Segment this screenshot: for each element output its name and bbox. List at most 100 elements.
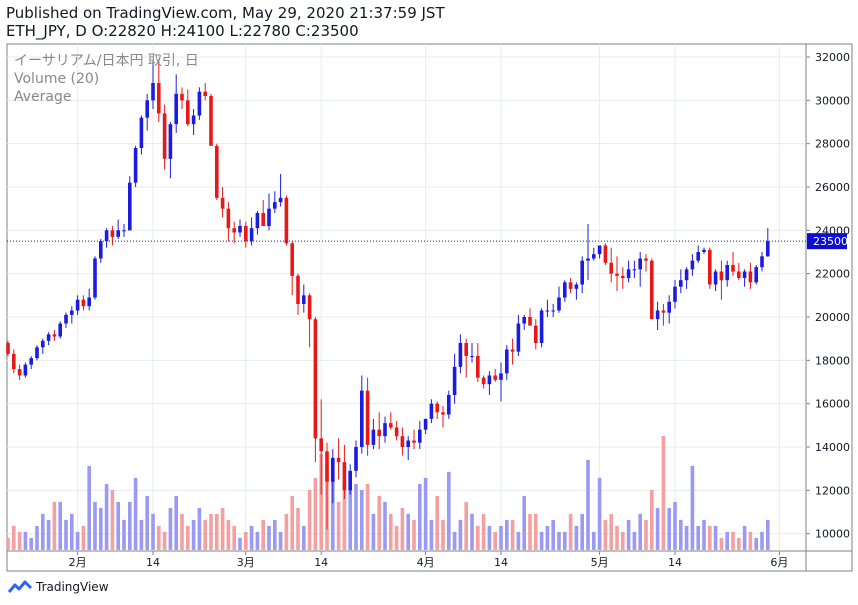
volume-bar [487,525,492,550]
volume-bar [626,519,631,550]
candle-body [122,230,126,232]
candlestick-chart[interactable]: 1000012000140001600018000200002200024000… [0,0,858,578]
volume-bar [296,507,300,550]
volume-bar [667,507,671,550]
volume-bar [12,525,16,550]
volume-bar [679,519,683,550]
volume-bar [638,513,642,550]
price-axis [805,43,853,552]
volume-bar [331,477,335,550]
candle-body [35,347,39,359]
volume-bar [731,531,735,550]
candle-body [342,462,347,491]
candle-body [574,284,579,289]
candle-body [638,258,642,270]
volume-bar [493,531,497,550]
candle-body [400,436,405,447]
x-tick-label: 4月 [417,556,435,569]
candle-body [458,343,463,367]
volume-bar [522,495,526,550]
volume-bar [708,525,712,550]
volume-bar [215,513,219,550]
candle-body [580,260,584,285]
volume-bar [412,519,416,550]
volume-bar [75,531,80,550]
y-tick-label: 16000 [815,398,850,411]
footer-branding[interactable]: TradingView [8,578,109,596]
candle-body [371,429,376,445]
last-price-tag [807,233,847,250]
candle-body [696,252,700,261]
volume-bar [418,483,422,550]
candle-body [522,317,526,324]
volume-bar [168,507,173,550]
volume-bar [505,519,509,550]
candle-body [655,310,660,320]
candle-body [418,429,422,443]
candle-body [597,245,602,255]
volume-bar [110,489,115,550]
volume-bar [603,519,608,550]
candle-body [157,83,161,114]
volume-bar [180,513,184,550]
volume-bar [139,519,144,550]
volume-bar [87,465,91,550]
volume-bar [539,531,544,550]
volume-bar [191,519,196,550]
volume-bar [557,531,561,550]
candle-body [197,91,202,116]
candle-body [545,310,550,312]
candle-body [505,349,509,374]
y-tick-label: 20000 [815,311,850,324]
candle-body [389,423,393,428]
volume-bar [568,513,573,550]
candle-body [93,258,97,298]
volume-bar [23,531,28,550]
candle-body [464,343,468,356]
volume-bar [302,525,306,550]
candle-body [731,265,735,272]
candle-body [209,96,213,146]
volume-bar [528,513,532,550]
volume-bar [122,519,126,550]
volume-bar [29,537,33,550]
volume-bar [35,525,39,550]
volume-bar [476,525,480,550]
candle-body [557,297,561,311]
tradingview-brand-label: TradingView [36,580,109,594]
y-tick-label: 14000 [815,441,850,454]
volume-bar [273,519,277,550]
candle-body [748,271,753,283]
volume-bar [220,507,225,550]
volume-bar [609,513,613,550]
volume-bar [342,483,347,550]
published-caption: Published on TradingView.com, May 29, 20… [6,4,445,22]
candle-body [244,226,248,242]
volume-bar [145,495,149,550]
legend-symbol: イーサリアム/日本円 取引, 日 [14,53,199,69]
candle-body [452,366,457,395]
x-tick-label: 14 [668,556,682,569]
volume-bar [551,519,555,550]
volume-bar [690,465,695,550]
legend-volume: Volume (20) [14,71,100,87]
candle-body [116,230,120,237]
volume-bar [238,537,242,550]
candle-body [481,377,486,385]
volume-bar [186,525,190,550]
volume-bar [574,525,579,550]
candle-body [29,358,33,365]
candle-body [470,356,474,357]
volume-bar [429,519,434,550]
volume-bar [644,519,648,550]
candle-body [87,297,91,307]
candle-body [690,260,695,270]
chart-legend: イーサリアム/日本円 取引, 日 Volume (20) Average [14,52,199,106]
candle-body [325,451,329,482]
y-tick-label: 26000 [815,181,850,194]
candle-body [75,299,80,311]
candle-body [365,390,370,445]
volume-bar [737,537,741,550]
candle-body [586,258,590,261]
volume-bar [360,489,364,550]
